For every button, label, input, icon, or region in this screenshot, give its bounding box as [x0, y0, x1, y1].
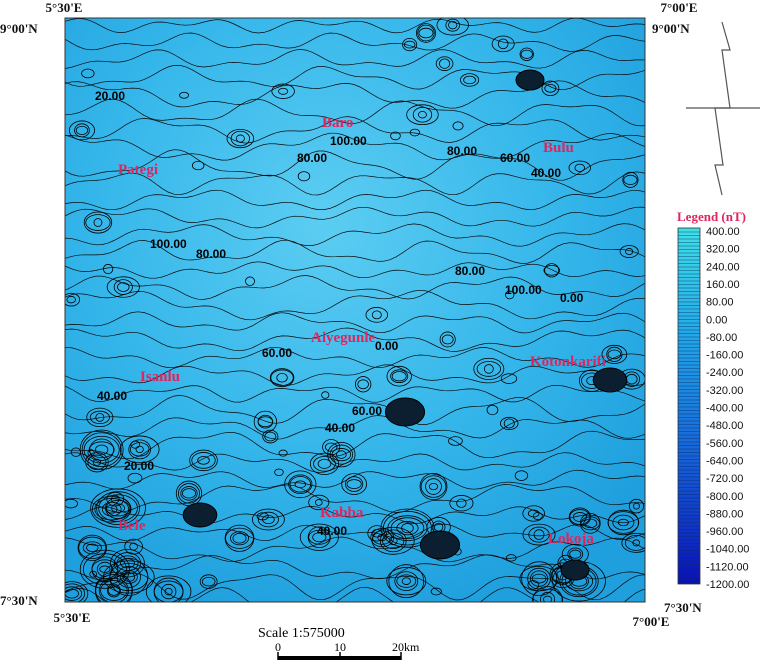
legend-label: -160.00 [706, 350, 743, 362]
contour-value-label: 0.00 [560, 291, 584, 305]
contour-value-label: 80.00 [455, 264, 485, 278]
town-label: Bele [118, 518, 146, 534]
legend-label: -560.00 [706, 438, 743, 450]
contour-value-label: 80.00 [196, 247, 226, 261]
anomaly-cluster [593, 368, 627, 392]
legend-label: -400.00 [706, 403, 743, 415]
legend-label: 0.00 [706, 314, 727, 326]
town-label: Baro [322, 115, 353, 131]
legend-label: -480.00 [706, 420, 743, 432]
legend-label: -1200.00 [706, 579, 749, 591]
contour-value-label: 80.00 [447, 144, 477, 158]
legend-label: -880.00 [706, 508, 743, 520]
legend-label: -1040.00 [706, 544, 749, 556]
town-label: Aiyegunle [311, 330, 376, 346]
legend-label: -960.00 [706, 526, 743, 538]
contour-value-label: 60.00 [352, 404, 382, 418]
coordinate-label: 7°00'E [633, 614, 670, 629]
coordinate-label: 7°30'N [0, 593, 38, 608]
coordinate-label: 7°30'N [664, 600, 702, 615]
anomaly-cluster [420, 531, 459, 559]
town-label: Lokoja [548, 531, 594, 547]
scale-label: 20km [392, 640, 420, 654]
scale-label: 0 [275, 640, 281, 654]
legend-label: -720.00 [706, 473, 743, 485]
coordinate-label: 7°00'E [661, 0, 698, 15]
contour-value-label: 100.00 [505, 283, 542, 297]
legend-label: -80.00 [706, 332, 737, 344]
town-label: Isanlu [140, 369, 180, 385]
legend-label: -240.00 [706, 367, 743, 379]
legend-label: 320.00 [706, 244, 740, 256]
contour-value-label: 40.00 [325, 421, 355, 435]
scale-title: Scale 1:575000 [258, 626, 345, 641]
contour-value-label: 100.00 [150, 237, 187, 251]
town-label: Pategi [118, 162, 158, 178]
coordinate-label: 5°30'E [54, 610, 91, 625]
anomaly-cluster [561, 560, 589, 580]
legend-label: 160.00 [706, 279, 740, 291]
contour-value-label: 60.00 [500, 151, 530, 165]
contour-value-label: 80.00 [297, 151, 327, 165]
coordinate-label: 9°00'N [652, 21, 690, 36]
contour-value-label: 0.00 [375, 339, 399, 353]
contour-value-label: 40.00 [531, 166, 561, 180]
contour-value-label: 20.00 [124, 459, 154, 473]
legend-color-bar [678, 228, 700, 584]
coordinate-label: 5°30'E [46, 0, 83, 15]
legend-label: 240.00 [706, 261, 740, 273]
anomaly-cluster [183, 503, 217, 527]
anomaly-cluster [516, 70, 544, 90]
legend-label: -320.00 [706, 385, 743, 397]
legend-label: 400.00 [706, 226, 740, 238]
contour-value-label: 40.00 [97, 389, 127, 403]
legend-label: -640.00 [706, 455, 743, 467]
map-page: 5°30'E 7°00'E 9°00'N 9°00'N 7°30'N 7°30'N 5°30… [0, 0, 767, 664]
town-label: Bulu [543, 140, 574, 156]
legend-title: Legend (nT) [677, 209, 746, 224]
contour-value-label: 60.00 [262, 346, 292, 360]
anomaly-cluster [385, 398, 424, 426]
legend-label: -800.00 [706, 491, 743, 503]
contour-value-label: 40.00 [317, 524, 347, 538]
legend-label: -1120.00 [706, 561, 749, 573]
contour-value-label: 100.00 [330, 134, 367, 148]
town-label: Kotonkarifi [530, 354, 606, 370]
town-label: Kabba [320, 505, 364, 521]
contour-value-label: 20.00 [95, 89, 125, 103]
coordinate-label: 9°00'N [0, 21, 38, 36]
legend-bands [678, 232, 700, 582]
legend-label: 80.00 [706, 297, 734, 309]
north-arrow [686, 22, 760, 195]
scale-label: 10 [334, 640, 346, 654]
